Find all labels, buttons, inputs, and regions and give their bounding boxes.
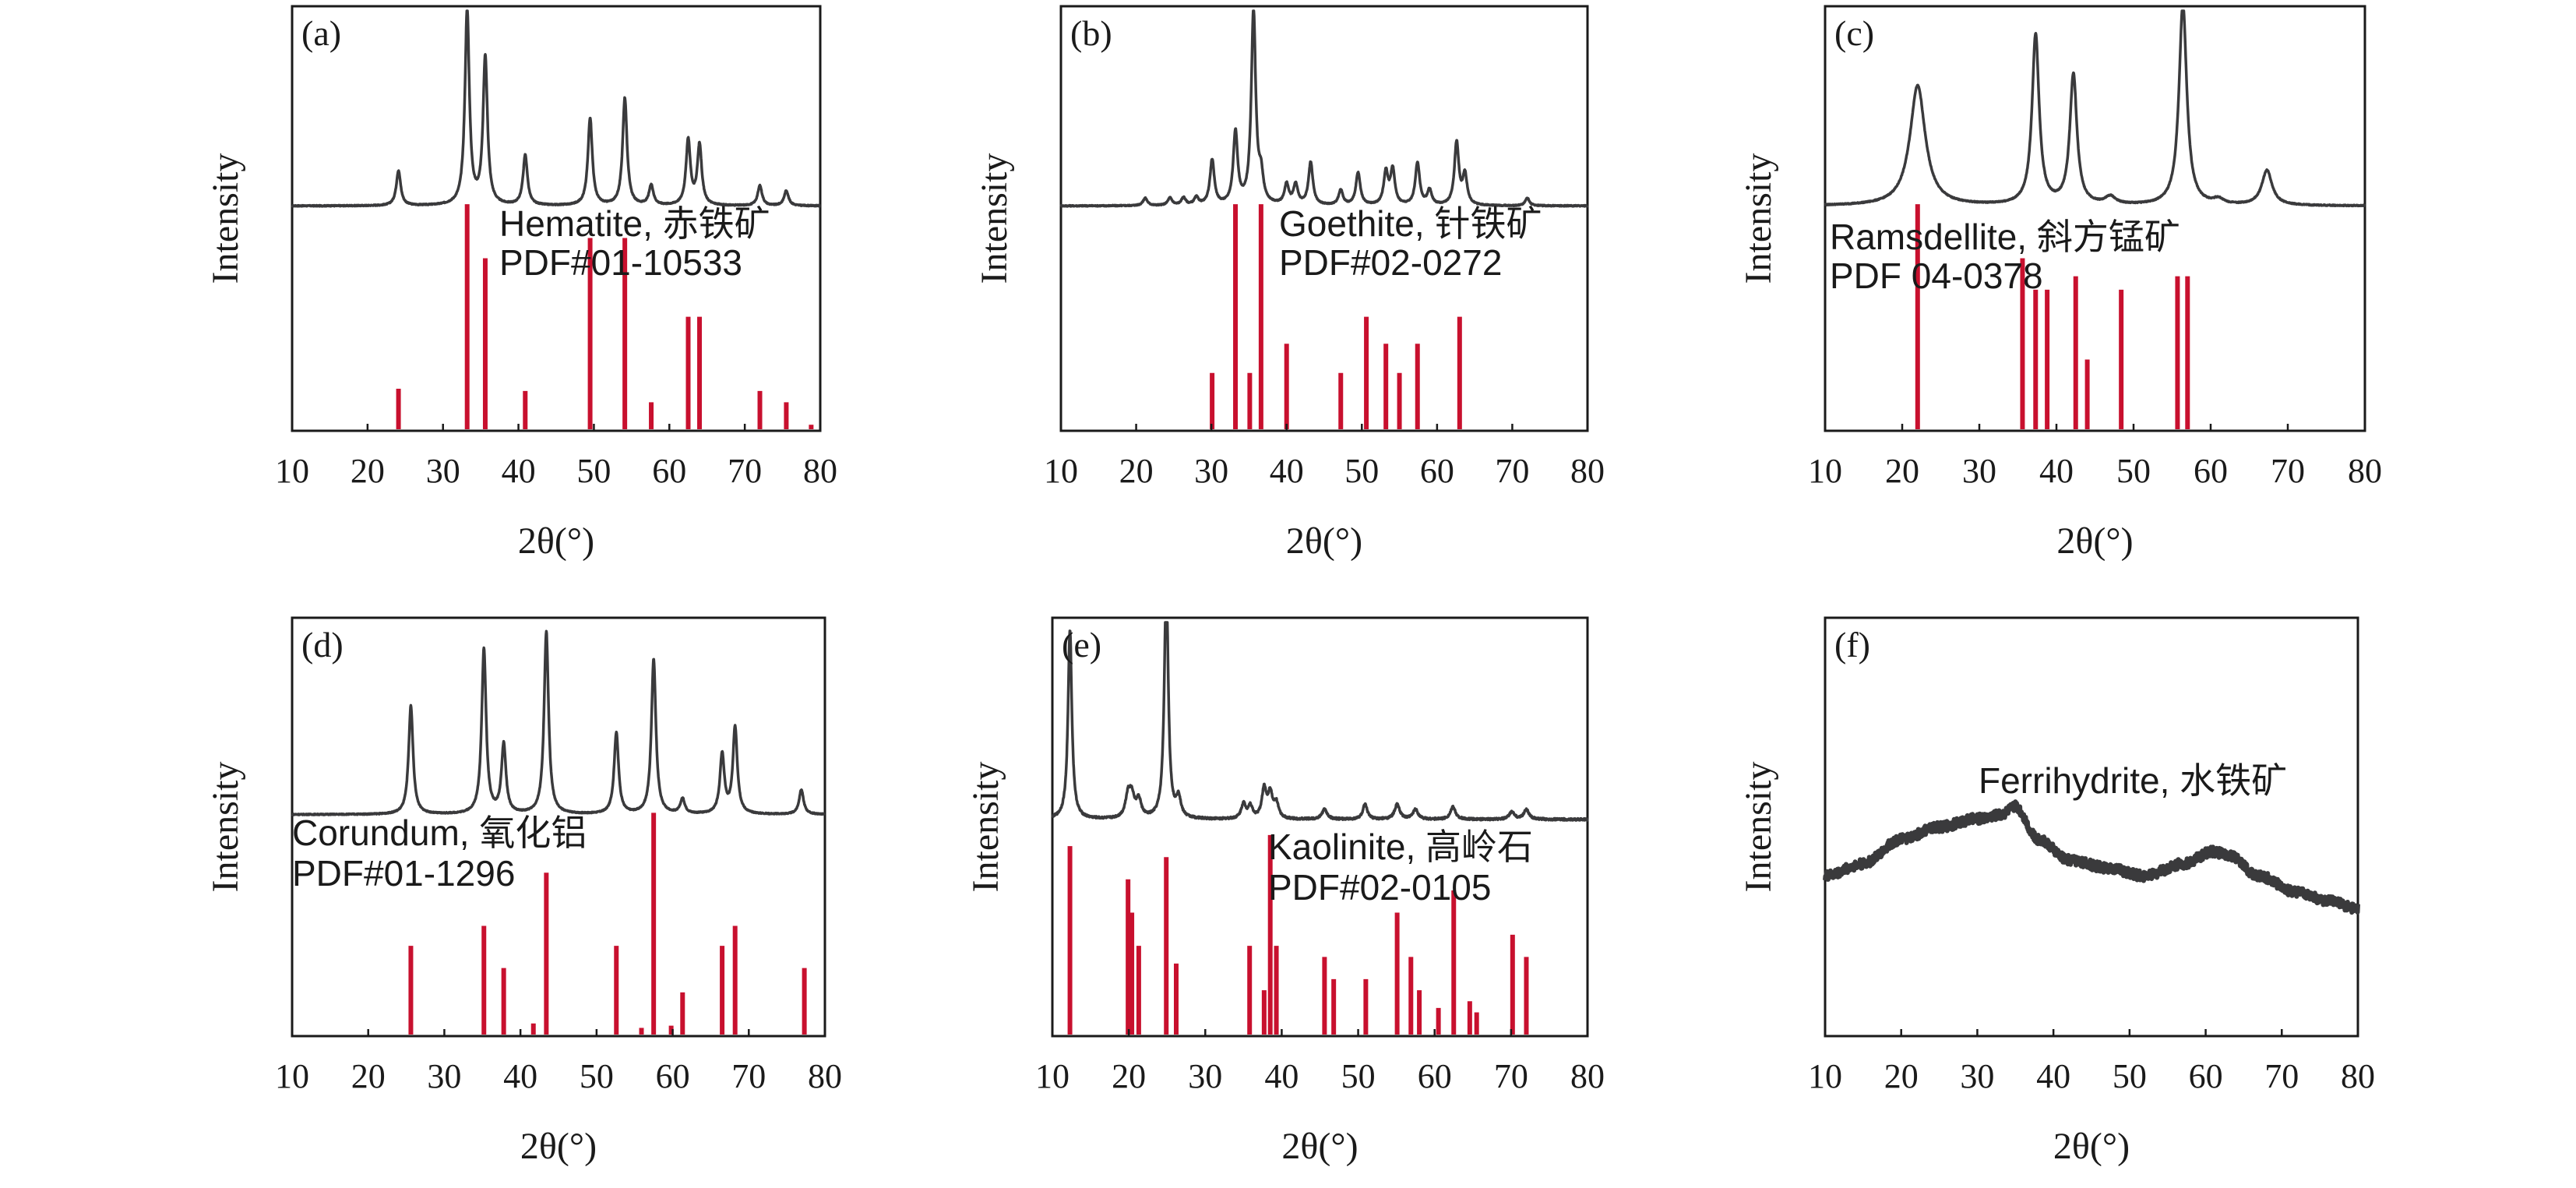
x-tick-label: 40 [1270, 452, 1304, 490]
xrd-panel-c: 10 20 30 40 50 60 70 80 2θ(°) Intensity (c) Ramsdel… [1738, 5, 2382, 562]
x-tick-label: 20 [1119, 452, 1154, 490]
x-tick-label: 70 [1495, 452, 1529, 490]
x-tick-label: 50 [1344, 452, 1379, 490]
x-tick-label: 30 [1194, 452, 1228, 490]
xrd-pattern-line [1051, 621, 1589, 822]
x-tick-label: 80 [1570, 452, 1605, 490]
x-tick-label: 50 [1341, 1057, 1376, 1095]
x-axis-label: 2θ(°) [1286, 520, 1362, 562]
xrd-panel-d: 10 20 30 40 50 60 70 80 2θ(°) Intensity (d) Corundu… [205, 616, 842, 1167]
panel-label: (a) [301, 13, 341, 53]
phase-name-label: Ferrihydrite, 水铁矿 [1979, 760, 2287, 801]
pdf-card-label: PDF#01-1296 [292, 853, 515, 894]
xrd-panels: 10 20 30 40 50 60 70 80 2θ(°) Intensity (a) Hematit… [205, 5, 2382, 1167]
pdf-card-label: PDF#02-0105 [1268, 867, 1491, 908]
x-axis-label: 2θ(°) [518, 520, 594, 562]
plot-frame [291, 5, 822, 432]
panel-label: (f) [1834, 625, 1870, 665]
pdf-card-label: PDF#01-10533 [499, 242, 742, 283]
x-tick-label: 20 [1885, 452, 1919, 490]
x-axis-label: 2θ(°) [1281, 1126, 1358, 1167]
x-tick-label: 40 [503, 1057, 537, 1095]
x-tick-label: 10 [1044, 452, 1078, 490]
plot-frame [1824, 616, 2359, 1038]
y-axis-label: Intensity [1738, 762, 1779, 893]
x-tick-label: 60 [1420, 452, 1454, 490]
x-tick-label: 20 [1112, 1057, 1146, 1095]
y-axis-label: Intensity [205, 762, 246, 893]
x-tick-label: 30 [1960, 1057, 1994, 1095]
x-tick-label: 20 [1884, 1057, 1919, 1095]
x-tick-label: 80 [2348, 452, 2382, 490]
phase-name-label: Ramsdellite, 斜方锰矿 [1830, 217, 2180, 257]
x-tick-label: 10 [1808, 1057, 1842, 1095]
phase-name-label: Kaolinite, 高岭石 [1268, 827, 1533, 867]
x-axis-label: 2θ(°) [2056, 520, 2133, 562]
x-tick-label: 80 [2341, 1057, 2375, 1095]
x-tick-label: 60 [2189, 1057, 2223, 1095]
x-tick-label: 20 [351, 452, 385, 490]
pdf-card-label: PDF 04-0378 [1830, 256, 2043, 296]
x-tick-label: 40 [2039, 452, 2074, 490]
x-tick-label: 30 [427, 1057, 461, 1095]
x-tick-label: 30 [426, 452, 460, 490]
y-axis-label: Intensity [974, 153, 1015, 284]
y-axis-label: Intensity [1738, 153, 1779, 284]
x-tick-label: 60 [656, 1057, 690, 1095]
x-tick-label: 10 [1808, 452, 1842, 490]
x-tick-label: 70 [1494, 1057, 1528, 1095]
plot-frame [1059, 5, 1589, 432]
xrd-pattern-line [291, 9, 822, 208]
x-tick-label: 10 [1035, 1057, 1070, 1095]
x-tick-label: 50 [2113, 1057, 2147, 1095]
x-tick-label: 40 [502, 452, 536, 490]
x-axis-label: 2θ(°) [2053, 1126, 2130, 1167]
x-tick-label: 50 [580, 1057, 614, 1095]
x-tick-label: 10 [275, 452, 309, 490]
x-tick-label: 30 [1962, 452, 1996, 490]
x-tick-label: 30 [1188, 1057, 1222, 1095]
x-tick-label: 70 [2264, 1057, 2299, 1095]
x-tick-label: 80 [1570, 1057, 1605, 1095]
xrd-pattern-line [1823, 799, 2360, 915]
x-tick-label: 60 [2194, 452, 2228, 490]
xrd-panel-a: 10 20 30 40 50 60 70 80 2θ(°) Intensity (a) Hematit… [205, 5, 837, 562]
x-tick-label: 50 [576, 452, 611, 490]
x-tick-label: 70 [731, 1057, 766, 1095]
x-tick-label: 50 [2116, 452, 2151, 490]
phase-name-label: Goethite, 针铁矿 [1279, 203, 1542, 244]
plot-frame [1824, 5, 2366, 432]
x-tick-label: 70 [2271, 452, 2305, 490]
x-tick-label: 60 [1418, 1057, 1452, 1095]
plot-frame [291, 616, 826, 1038]
panel-label: (d) [301, 625, 344, 665]
plot-frame [1051, 616, 1589, 1038]
pdf-card-label: PDF#02-0272 [1279, 242, 1502, 283]
xrd-pattern-line [291, 629, 826, 816]
phase-name-label: Corundum, 氧化铝 [292, 813, 587, 853]
y-axis-label: Intensity [205, 153, 246, 284]
x-tick-label: 40 [2036, 1057, 2070, 1095]
panel-label: (b) [1070, 13, 1112, 53]
xrd-panel-f: 10 20 30 40 50 60 70 80 2θ(°) Intensity (f) Ferrihy… [1738, 616, 2375, 1167]
panel-label: (c) [1834, 13, 1874, 53]
xrd-panel-e: 10 20 30 40 50 60 70 80 2θ(°) Intensity (e) Kaolini… [965, 616, 1605, 1167]
xrd-panel-b: 10 20 30 40 50 60 70 80 2θ(°) Intensity (b) Goethit… [974, 5, 1605, 562]
x-tick-label: 70 [728, 452, 762, 490]
x-tick-label: 80 [803, 452, 837, 490]
x-axis-label: 2θ(°) [520, 1126, 597, 1167]
phase-name-label: Hematite, 赤铁矿 [499, 203, 770, 244]
x-tick-label: 60 [652, 452, 686, 490]
x-tick-label: 40 [1264, 1057, 1299, 1095]
x-tick-label: 10 [275, 1057, 309, 1095]
panel-label: (e) [1062, 625, 1101, 665]
y-axis-label: Intensity [965, 762, 1006, 893]
xrd-pattern-line [1824, 9, 2366, 208]
xrd-pattern-line [1059, 9, 1589, 208]
x-tick-label: 20 [351, 1057, 386, 1095]
x-tick-label: 80 [808, 1057, 842, 1095]
